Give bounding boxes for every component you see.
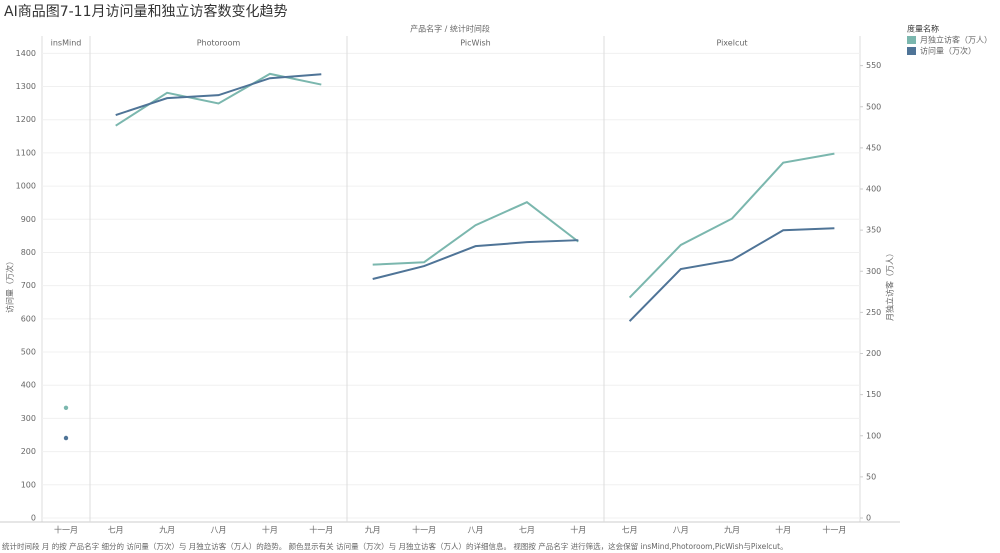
y2-tick-label: 300 bbox=[866, 267, 881, 276]
legend-swatch bbox=[907, 47, 916, 55]
line bbox=[372, 239, 579, 280]
x-tick-label: 十月 bbox=[570, 525, 586, 535]
chart-title: AI商品图7-11月访问量和独立访客数变化趋势 bbox=[4, 3, 287, 20]
panel-title: Photoroom bbox=[197, 39, 241, 48]
y-tick-label: 800 bbox=[21, 248, 36, 257]
y-tick-label: 200 bbox=[21, 447, 36, 456]
point bbox=[63, 435, 69, 441]
y-tick-label: 900 bbox=[21, 215, 36, 224]
y-tick-label: 400 bbox=[21, 381, 36, 390]
y2-tick-label: 350 bbox=[866, 226, 881, 235]
y-tick-label: 1400 bbox=[16, 49, 36, 58]
y2-tick-label: 100 bbox=[866, 431, 881, 440]
line bbox=[628, 152, 835, 299]
x-tick-label: 十一月 bbox=[309, 525, 333, 535]
y2-axis-label: 月独立访客（万人） bbox=[885, 249, 895, 321]
x-tick-label: 九月 bbox=[159, 526, 175, 535]
x-tick-label: 九月 bbox=[365, 526, 381, 535]
x-tick-label: 八月 bbox=[211, 526, 227, 535]
y-tick-label: 700 bbox=[21, 281, 36, 290]
y-tick-label: 600 bbox=[21, 314, 36, 323]
x-tick-label: 七月 bbox=[622, 526, 638, 535]
x-tick-label: 七月 bbox=[519, 526, 535, 535]
x-tick-label: 八月 bbox=[673, 526, 689, 535]
y-tick-label: 1000 bbox=[16, 182, 36, 191]
line bbox=[372, 201, 579, 266]
y-tick-label: 500 bbox=[21, 348, 36, 357]
x-tick-label: 十一月 bbox=[412, 525, 436, 535]
legend-swatch bbox=[907, 36, 916, 44]
y-axis-label: 访问量（万次） bbox=[5, 257, 15, 313]
x-tick-label: 十月 bbox=[262, 525, 278, 535]
y-tick-label: 0 bbox=[31, 514, 36, 523]
caption: 统计时间段 月 的按 产品名字 细分的 访问量（万次）与 月独立访客（万人）的趋… bbox=[2, 541, 788, 551]
y-tick-label: 100 bbox=[21, 480, 36, 489]
line bbox=[115, 73, 322, 117]
legend-label: 月独立访客（万人） bbox=[920, 35, 992, 45]
legend-label: 访问量（万次） bbox=[920, 46, 976, 56]
x-tick-label: 八月 bbox=[468, 526, 484, 535]
y-tick-label: 1200 bbox=[16, 115, 36, 124]
x-tick-label: 十一月 bbox=[822, 525, 846, 535]
y2-tick-label: 200 bbox=[866, 349, 881, 358]
y2-tick-label: 250 bbox=[866, 308, 881, 317]
y2-tick-label: 400 bbox=[866, 185, 881, 194]
y2-tick-label: 500 bbox=[866, 102, 881, 111]
legend-title: 度量名称 bbox=[907, 24, 939, 34]
y-tick-label: 1300 bbox=[16, 82, 36, 91]
x-tick-label: 七月 bbox=[108, 526, 124, 535]
line bbox=[115, 72, 322, 127]
y2-tick-label: 150 bbox=[866, 390, 881, 399]
panel-title: Pixelcut bbox=[716, 39, 747, 48]
y2-tick-label: 550 bbox=[866, 61, 881, 70]
panel-title: insMind bbox=[51, 39, 82, 48]
y2-tick-label: 50 bbox=[866, 472, 876, 481]
y2-tick-label: 450 bbox=[866, 143, 881, 152]
y-tick-label: 300 bbox=[21, 414, 36, 423]
x-tick-label: 九月 bbox=[724, 526, 740, 535]
y2-tick-label: 0 bbox=[866, 514, 871, 523]
line bbox=[628, 227, 835, 322]
point bbox=[63, 405, 69, 410]
header: 产品名字 / 统计时间段 bbox=[410, 24, 490, 34]
x-tick-label: 十月 bbox=[775, 525, 791, 535]
panel-title: PicWish bbox=[460, 39, 490, 48]
y-tick-label: 1100 bbox=[16, 148, 36, 157]
x-tick-label: 十一月 bbox=[54, 525, 78, 535]
